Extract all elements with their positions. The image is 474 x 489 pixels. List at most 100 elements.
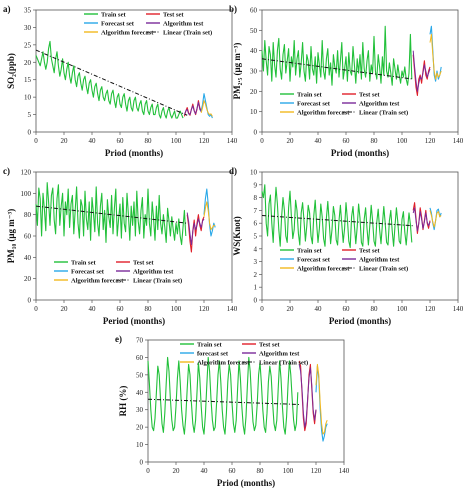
y-axis-label: SO₂(ppb): [6, 53, 16, 89]
x-tick-label: 40: [315, 305, 323, 313]
x-tick-label: 80: [371, 305, 379, 313]
y-axis-label: PM₁₀ (μg m⁻³): [6, 209, 16, 263]
series-algorithm-test-line: [412, 207, 431, 232]
legend-label-algtest: Algorithm test: [359, 100, 400, 107]
legend-label-algtest: Algorithm test: [133, 268, 174, 275]
y-tick-label: 20: [250, 88, 258, 96]
y-tick-label: 0: [28, 129, 32, 137]
x-tick-label: 60: [117, 137, 125, 145]
x-tick-label: 0: [34, 137, 38, 145]
panel-label: a): [3, 4, 11, 14]
x-tick-label: 20: [287, 305, 295, 313]
y-tick-label: 35: [24, 7, 32, 15]
series-train-line: [261, 25, 413, 86]
legend-label-forecast: Forecast set: [297, 256, 331, 263]
x-axis-label: Priod (months): [331, 148, 389, 158]
legend-label-forecast: Forecast set: [297, 100, 331, 107]
y-tick-label: 15: [24, 76, 32, 84]
legend-label-test: Test set: [163, 11, 184, 18]
series-linear-trend-line: [35, 205, 188, 224]
x-tick-label: 140: [339, 467, 350, 475]
y-tick-label: 60: [24, 233, 32, 241]
series-algorithm-forecast-line: [200, 100, 213, 117]
chart-b: 0 20 40 60 80 100 120 140 0 10 20 30 40 50 60 Priod (mo…: [229, 4, 464, 158]
plot-frame: [35, 9, 233, 133]
y-tick-label: 0: [140, 459, 144, 467]
y-tick-label: 4: [254, 245, 258, 253]
y-tick-label: 6: [254, 220, 258, 228]
y-tick-label: 5: [28, 111, 32, 119]
y-axis-label: WS(Knot): [232, 216, 242, 256]
legend-label-forecast: forecast set: [197, 350, 229, 357]
x-tick-label: 100: [171, 137, 182, 145]
series-linear-trend-line: [35, 49, 188, 116]
series-train-line: [261, 184, 413, 249]
legend: Train set Test set forecast set Algorithm t…: [180, 341, 308, 366]
x-tick-label: 0: [146, 467, 150, 475]
y-tick-label: 50: [250, 27, 258, 35]
x-tick-label: 0: [260, 305, 264, 313]
y-tick-label: 20: [136, 424, 144, 432]
legend-label-linear: Linear (Train set): [163, 29, 212, 36]
y-tick-label: 40: [24, 254, 32, 262]
series-algorithm-forecast-line: [429, 210, 442, 228]
y-tick-label: 120: [21, 169, 32, 177]
legend-label-algforecast: Algorithm forecast: [297, 109, 350, 116]
x-axis-label: Priod (months): [217, 478, 275, 488]
chart-d: 0 20 40 60 80 100 120 140 0 1 2 3 4 5 6 7 8 9 10 Period (mo…: [229, 166, 464, 326]
y-tick-label: 40: [250, 47, 258, 55]
series-train-line: [35, 40, 184, 119]
series-algorithm-test-line: [183, 101, 202, 116]
legend-label-forecast: Forecast set: [101, 20, 135, 27]
y-tick-label: 30: [136, 406, 144, 414]
series-algorithm-forecast-line: [429, 33, 442, 80]
legend-label-test: Test set: [359, 247, 380, 254]
y-tick-label: 70: [136, 337, 144, 345]
x-tick-label: 120: [425, 305, 436, 313]
series-forecast-line: [315, 365, 328, 442]
x-tick-label: 0: [260, 137, 264, 145]
x-tick-label: 60: [229, 467, 237, 475]
series-algorithm-forecast-line: [203, 201, 216, 231]
panel-label: d): [229, 166, 237, 176]
series-linear-trend-line: [261, 58, 414, 80]
series-algorithm-test-line: [298, 364, 317, 428]
x-tick-label: 40: [201, 467, 209, 475]
legend-label-train: Train set: [197, 341, 222, 348]
series-test-line: [183, 100, 202, 117]
y-tick-label: 5: [254, 233, 258, 241]
series-test-line: [186, 214, 205, 253]
legend-label-test: Test set: [133, 259, 154, 266]
chart-e: 0 20 40 60 80 100 120 140 0 10 20 30 40 50 60 70 Priod (…: [115, 334, 350, 488]
legend-label-algtest: Algorithm test: [163, 20, 204, 27]
x-tick-label: 40: [315, 137, 323, 145]
y-tick-label: 50: [136, 371, 144, 379]
y-tick-label: 0: [28, 297, 32, 305]
legend: Train set Test set Forecast set Algorithm t…: [280, 247, 408, 272]
y-tick-label: 20: [24, 59, 32, 67]
x-tick-label: 20: [61, 137, 69, 145]
legend-label-linear: Linear (Train set): [133, 277, 182, 284]
y-tick-label: 60: [136, 354, 144, 362]
y-tick-label: 7: [254, 207, 258, 215]
y-tick-label: 30: [24, 24, 32, 32]
series-forecast-line: [203, 188, 216, 237]
x-tick-label: 80: [371, 137, 379, 145]
x-tick-label: 120: [199, 137, 210, 145]
legend-label-algtest: Algorithm test: [359, 256, 400, 263]
x-tick-label: 40: [89, 305, 97, 313]
legend-label-test: Test set: [359, 91, 380, 98]
y-tick-label: 2: [254, 271, 258, 279]
y-tick-label: 1: [254, 284, 258, 292]
panel-label: b): [229, 4, 237, 14]
y-tick-label: 80: [24, 211, 32, 219]
legend-label-test: Test set: [259, 341, 280, 348]
series-train-line: [35, 182, 187, 246]
y-axis-label: PM₂.₅ (μg m⁻³): [232, 43, 242, 100]
x-tick-label: 120: [311, 467, 322, 475]
legend-label-forecast: Forecast set: [71, 268, 105, 275]
legend-label-algtest: Algorithm test: [259, 350, 300, 357]
x-tick-label: 120: [425, 137, 436, 145]
legend-label-train: Train set: [297, 247, 322, 254]
legend-label-train: Train set: [71, 259, 96, 266]
